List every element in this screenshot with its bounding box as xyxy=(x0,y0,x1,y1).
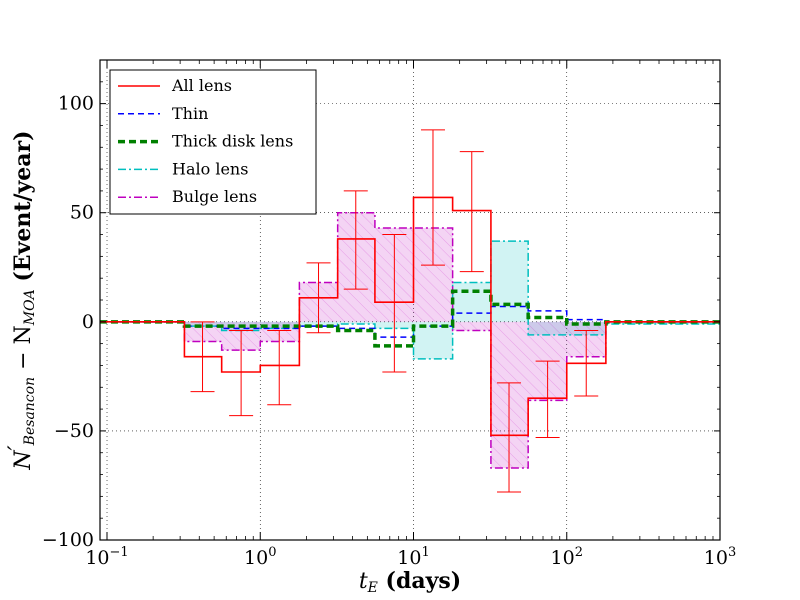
y-tick-label: 50 xyxy=(70,202,94,224)
all-series-line xyxy=(100,196,720,437)
bulge-hatch-bar xyxy=(452,321,491,331)
bulge-hatch-bar xyxy=(337,212,375,322)
x-axis-title: tE (days) xyxy=(359,568,461,596)
halo-fill-bar xyxy=(452,282,491,322)
halo-fill-bar xyxy=(490,241,529,322)
legend-label: Thick disk lens xyxy=(172,132,293,151)
y-tick-label: 0 xyxy=(82,311,94,333)
y-tick-label: −50 xyxy=(54,420,94,442)
error-bars xyxy=(190,129,599,493)
bulge-series-line xyxy=(100,211,720,469)
legend-label: All lens xyxy=(171,76,232,95)
x-tick-label: 10−1 xyxy=(85,545,128,569)
x-tick-label: 102 xyxy=(551,545,583,569)
legend-label: Bulge lens xyxy=(172,187,257,206)
bulge-hatch-bar xyxy=(490,321,529,468)
thick-series-line xyxy=(100,289,720,348)
y-axis-title: N′Besancon − NMOA (Event/year) xyxy=(5,130,38,470)
legend-label: Thin xyxy=(172,104,208,123)
legend-label: Halo lens xyxy=(172,159,248,178)
x-tick-label: 101 xyxy=(397,545,429,569)
y-tick-label: 100 xyxy=(58,93,94,115)
ticks: −100 −50 0 50 100 10−1 100 101 102 103 xyxy=(42,59,736,569)
legend: All lens Thin Thick disk lens Halo lens Bulg… xyxy=(109,69,317,215)
halo-fill-bar xyxy=(413,321,453,359)
x-tick-label: 103 xyxy=(704,545,736,569)
x-tick-label: 100 xyxy=(244,545,276,569)
y-tick-label: −100 xyxy=(42,529,94,551)
halo-fill-bar xyxy=(337,321,375,324)
